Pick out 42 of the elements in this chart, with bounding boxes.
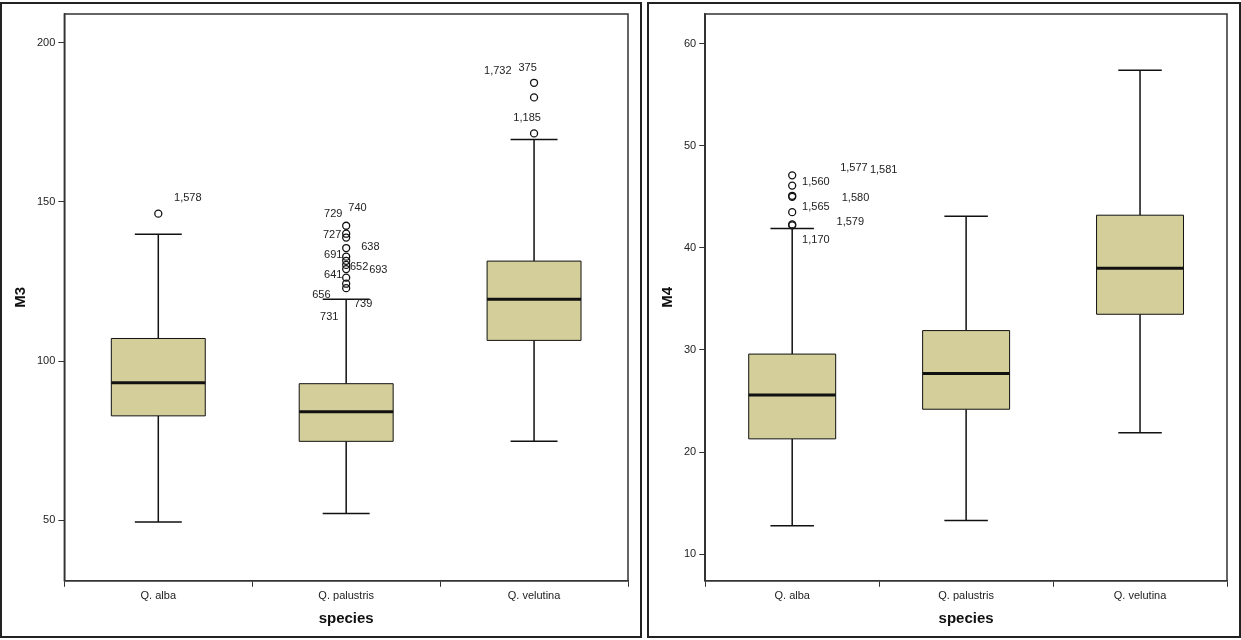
y-tick-label: 60 [683, 36, 697, 49]
y-tick-label: 200 [36, 35, 56, 48]
y-tick-label: 50 [683, 138, 697, 151]
annotation: 1,560 [802, 174, 830, 187]
y-tick-label: 30 [683, 343, 697, 356]
y-tick-label: 50 [43, 513, 56, 526]
annotation: 652 [349, 260, 369, 273]
annotation: 1,577 [840, 161, 868, 174]
annotation: 375 [518, 60, 537, 73]
x-tick-label: Q. velutina [1113, 589, 1168, 602]
annotation: 1,565 [802, 200, 830, 213]
annotation: 740 [348, 201, 367, 214]
y-tick-label: 40 [683, 240, 697, 253]
x-axis-title: species [938, 609, 994, 627]
annotation: 1,579 [836, 215, 865, 228]
annotation: 1,185 [513, 111, 541, 124]
annotation: 1,732 [484, 63, 512, 76]
y-axis-title: M3 [11, 286, 29, 308]
annotation: 727 [322, 228, 342, 241]
y-tick-label: 100 [36, 354, 56, 367]
annotation: 731 [320, 310, 339, 323]
annotation: 739 [353, 297, 373, 310]
x-tick-label: Q. palustris [938, 589, 995, 602]
x-tick-label: Q. velutina [507, 589, 562, 602]
annotation: 729 [324, 206, 343, 219]
y-tick-label: 150 [36, 194, 56, 207]
x-tick-label: Q. alba [774, 589, 811, 602]
annotation: 691 [324, 247, 343, 260]
y-axis-title: M4 [658, 286, 676, 308]
x-axis-title: species [318, 609, 374, 627]
annotation: 1,578 [174, 191, 202, 204]
annotation: 641 [324, 267, 343, 280]
annotation: 693 [369, 262, 388, 275]
x-tick-label: Q. alba [140, 589, 177, 602]
y-tick-label: 10 [683, 547, 697, 560]
x-tick-label: Q. palustris [318, 589, 375, 602]
annotation: 656 [312, 287, 331, 300]
y-tick-label: 20 [683, 445, 697, 458]
annotation: 1,581 [869, 163, 898, 176]
annotation: 1,580 [841, 191, 870, 204]
annotation: 638 [361, 239, 380, 252]
annotation: 1,170 [802, 233, 830, 246]
